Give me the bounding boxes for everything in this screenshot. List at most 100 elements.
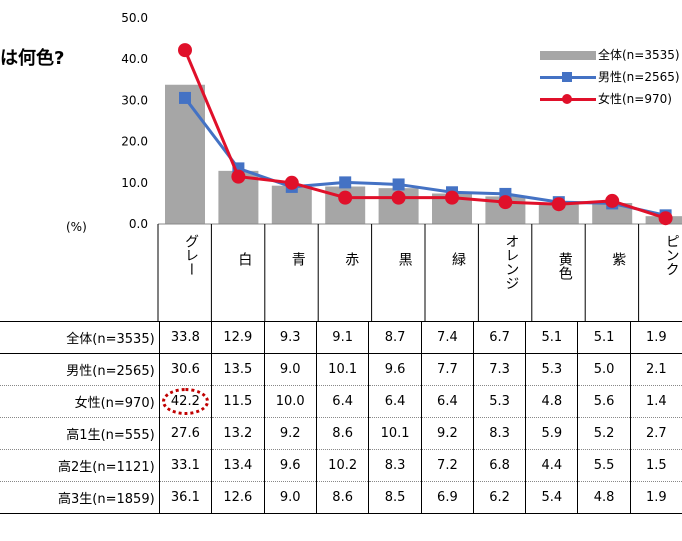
table-cell: 6.2	[472, 481, 526, 514]
table-cell: 1.9	[629, 481, 682, 514]
table-cell: 8.3	[368, 449, 422, 482]
line-point	[605, 193, 620, 208]
table-cell: 7.3	[472, 353, 526, 386]
table-cell: 11.5	[211, 385, 265, 418]
table-cell: 9.6	[368, 353, 422, 386]
table-cell: 30.6	[158, 353, 212, 386]
category-label: 緑	[450, 252, 466, 266]
line-point	[339, 176, 352, 189]
y-tick-label: 30.0	[121, 93, 148, 107]
table-cell: 5.4	[525, 481, 578, 514]
table-cell: 5.0	[577, 353, 631, 386]
category-label: 赤	[343, 252, 360, 266]
category-label: 黒	[396, 252, 413, 266]
table-cell: 5.6	[577, 385, 631, 418]
legend-label-male: 男性(n=2565)	[598, 70, 680, 84]
row-label: 全体(n=3535)	[0, 321, 160, 354]
table-cell: 9.2	[420, 417, 474, 450]
table-cell: 5.5	[577, 449, 631, 482]
category-label: 紫	[610, 252, 627, 266]
table-cell: 6.4	[420, 385, 474, 418]
line-point	[338, 190, 353, 205]
y-tick-label: 40.0	[121, 52, 148, 66]
table-cell: 7.4	[420, 321, 474, 354]
line-point	[498, 195, 513, 210]
series-line	[183, 49, 667, 220]
table-cell: 4.8	[525, 385, 578, 418]
table-cell: 13.4	[211, 449, 265, 482]
table-row: 女性(n=970) 42.2 11.5 10.0 6.4 6.4 6.4 5.3 4.8 5.6 1…	[0, 385, 682, 418]
table-cell: 9.0	[263, 353, 317, 386]
table-cell: 9.6	[263, 449, 317, 482]
table-cell: 9.1	[315, 321, 369, 354]
category-label: 青	[289, 252, 306, 266]
category-label: 白	[236, 252, 253, 266]
category-label: オレンジ	[503, 234, 520, 290]
table-cell: 5.3	[472, 385, 526, 418]
legend-item-male: 男性(n=2565)	[540, 66, 680, 88]
legend-swatch-male	[540, 69, 596, 85]
y-tick-label: 20.0	[121, 135, 148, 149]
table-cell: 4.8	[577, 481, 631, 514]
table-row: 男性(n=2565) 30.6 13.5 9.0 10.1 9.6 7.7 7.3 5.3 5.0…	[0, 353, 682, 386]
highlight-circle: 42.2	[161, 388, 209, 415]
row-label: 男性(n=2565)	[0, 353, 160, 386]
category-label: 黄色	[556, 252, 573, 280]
line-point	[284, 175, 299, 190]
table-cell: 7.2	[420, 449, 474, 482]
table-cell: 5.3	[525, 353, 578, 386]
table-cell: 10.1	[315, 353, 369, 386]
category-label: ピンク	[663, 234, 680, 276]
chart: 0.0 10.0 20.0 30.0 40.0 50.0	[121, 11, 682, 321]
table-cell: 6.7	[472, 321, 526, 354]
table-cell: 8.5	[368, 481, 422, 514]
legend-swatch-female	[540, 91, 596, 107]
table-cell: 42.2	[158, 385, 212, 418]
table-cell: 2.7	[629, 417, 682, 450]
line-point	[658, 211, 673, 226]
line-point	[392, 178, 405, 191]
table-cell: 8.6	[315, 417, 369, 450]
table-cell: 5.1	[577, 321, 631, 354]
table-cell: 33.8	[158, 321, 212, 354]
y-tick-label: 10.0	[121, 176, 148, 190]
table-cell: 4.4	[525, 449, 578, 482]
table-cell: 2.1	[629, 353, 682, 386]
table-cell: 36.1	[158, 481, 212, 514]
table-cell: 5.1	[525, 321, 578, 354]
table-cell: 5.9	[525, 417, 578, 450]
line-point	[391, 190, 406, 205]
table-cell: 33.1	[158, 449, 212, 482]
table-cell: 12.6	[211, 481, 265, 514]
chart-title: は何色?	[0, 48, 65, 69]
line-point	[551, 197, 566, 212]
table-cell: 13.2	[211, 417, 265, 450]
table-row: 高3生(n=1859) 36.1 12.6 9.0 8.6 8.5 6.9 6.2 5.4 4.8…	[0, 481, 682, 514]
table-cell: 27.6	[158, 417, 212, 450]
row-label: 高3生(n=1859)	[0, 481, 160, 514]
line-point	[231, 169, 246, 184]
table-cell: 1.4	[629, 385, 682, 418]
table-cell: 7.7	[420, 353, 474, 386]
table-cell: 6.4	[315, 385, 369, 418]
table-cell: 6.4	[368, 385, 422, 418]
line-point	[179, 91, 191, 104]
bar	[538, 202, 579, 224]
legend-item-total: 全体(n=3535)	[540, 44, 680, 66]
table-row: 高2生(n=1121) 33.1 13.4 9.6 10.2 8.3 7.2 6.8 4.4 5.…	[0, 449, 682, 482]
table-cell: 9.2	[263, 417, 317, 450]
table-cell: 6.9	[420, 481, 474, 514]
table-cell: 9.0	[263, 481, 317, 514]
table-cell: 10.2	[315, 449, 369, 482]
y-tick-label: 50.0	[121, 11, 148, 25]
y-tick-label: 0.0	[129, 217, 148, 231]
legend-label-female: 女性(n=970)	[598, 92, 672, 106]
table-cell: 12.9	[211, 321, 265, 354]
table-cell: 8.6	[315, 481, 369, 514]
legend-swatch-total	[540, 47, 596, 63]
table-row: 全体(n=3535) 33.8 12.9 9.3 9.1 8.7 7.4 6.7 5.1 5.1 1…	[0, 321, 682, 354]
bar	[165, 84, 205, 224]
table-cell: 8.7	[368, 321, 422, 354]
data-table: 全体(n=3535) 33.8 12.9 9.3 9.1 8.7 7.4 6.7 5.1 5.1 1…	[0, 321, 682, 514]
table-cell: 1.9	[629, 321, 682, 354]
